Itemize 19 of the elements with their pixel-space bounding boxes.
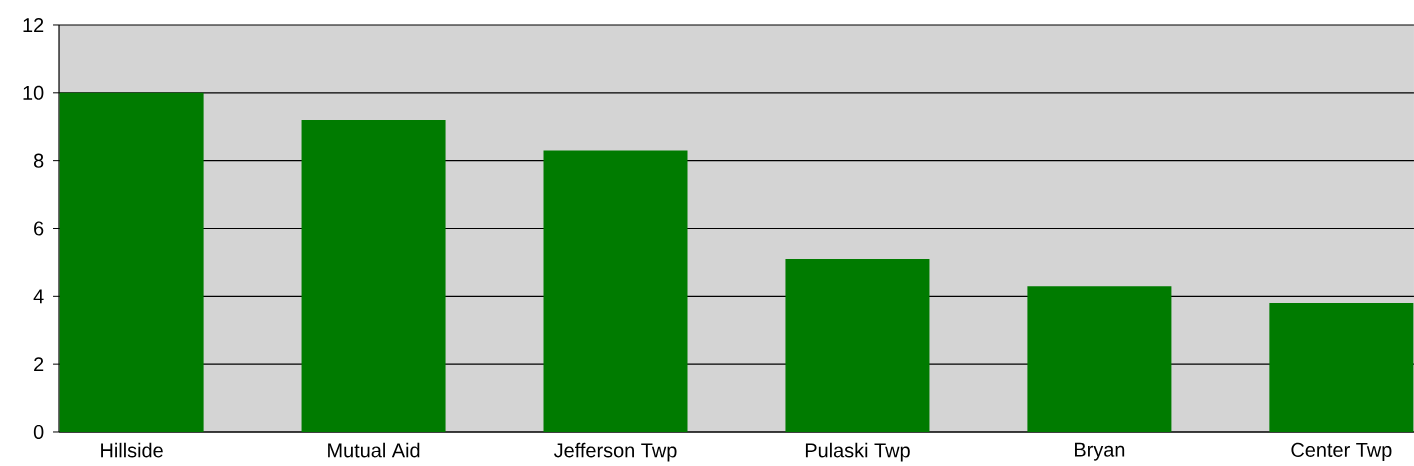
bar [1027, 286, 1172, 432]
bar [301, 119, 446, 432]
x-tick-label: Center Twp [1291, 442, 1392, 461]
y-tick-label: 2 [34, 357, 44, 372]
y-tick-label: 12 [23, 18, 44, 32]
y-tick-label: 0 [33, 424, 44, 440]
y-tick-label: 6 [34, 221, 44, 236]
x-tick-label: Mutual Aid [328, 442, 420, 458]
x-tick-label: Bryan [1075, 442, 1125, 461]
x-tick-label: Pulaski Twp [805, 442, 910, 462]
y-tick-label: 4 [33, 289, 44, 304]
bar [59, 92, 204, 432]
y-tick-label: 8 [33, 153, 44, 168]
y-tick-label: 10 [23, 85, 44, 100]
bar [1269, 303, 1414, 432]
x-tick-label: Hillside [101, 442, 163, 458]
bar [785, 259, 930, 432]
x-tick-label: Jefferson Twp [553, 442, 677, 462]
bar [543, 150, 688, 432]
